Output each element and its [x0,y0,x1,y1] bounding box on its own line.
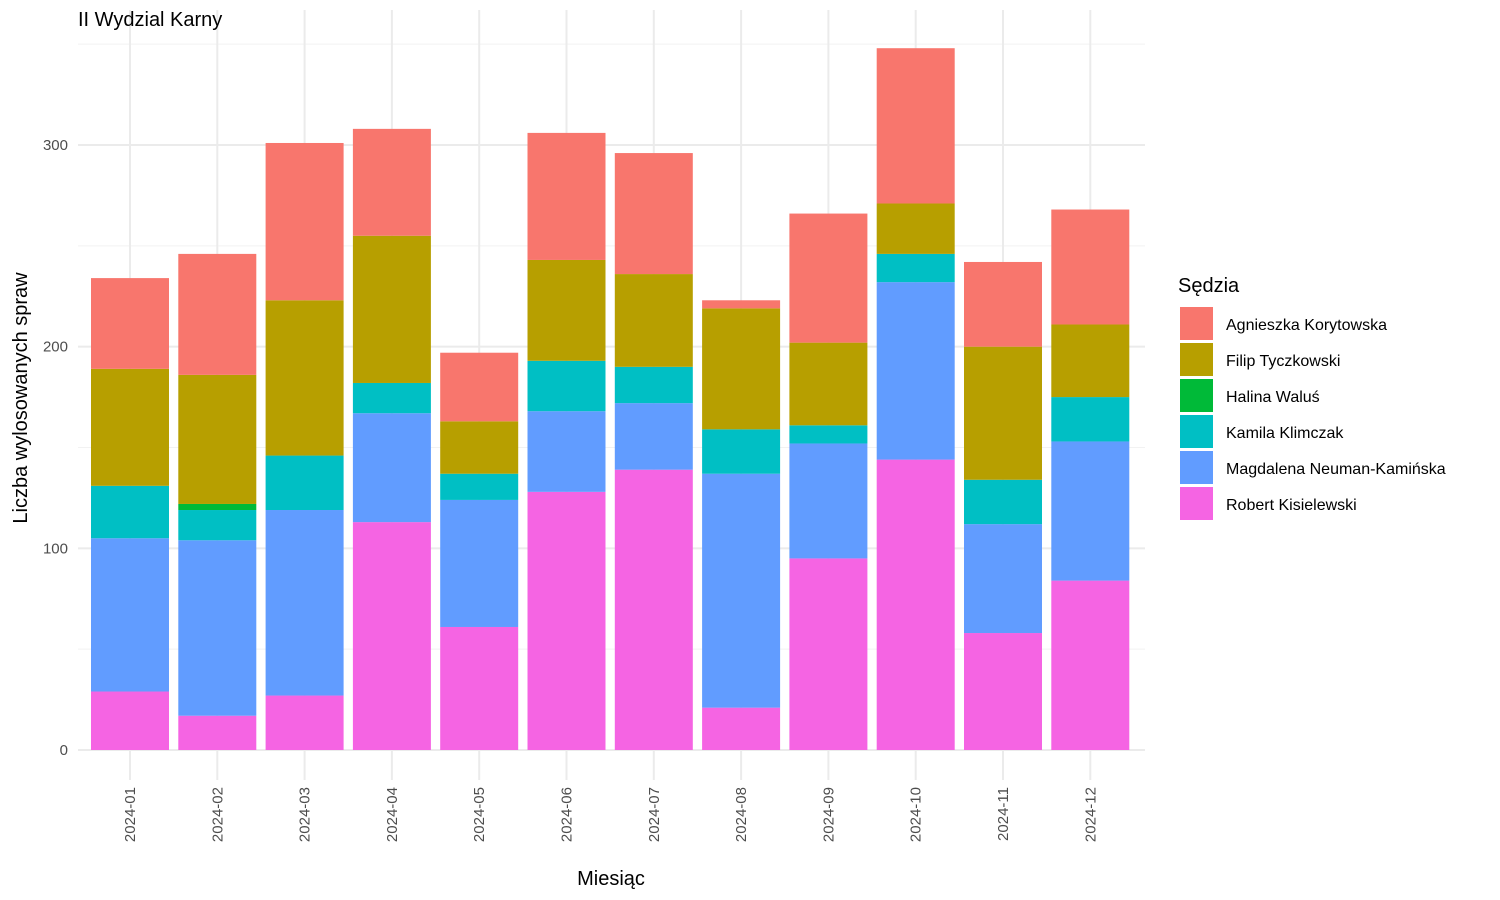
bar-segment [265,510,344,696]
chart-title: II Wydzial Karny [78,9,222,31]
bar-segment [876,48,955,204]
x-tick-label: 2024-01 [122,787,139,842]
legend-swatch [1180,379,1213,412]
x-tick-label: 2024-04 [384,787,401,842]
y-tick-label: 0 [60,742,68,759]
y-axis-ticks: 0 100 200 300 [43,137,68,759]
legend-swatch [1180,451,1213,484]
bars [91,48,1130,750]
x-tick-label: 2024-03 [297,787,314,842]
bar-segment [527,132,606,260]
bar-segment [964,479,1042,525]
bar-segment [614,403,693,470]
bar-segment [352,382,431,414]
bar-segment [440,626,519,750]
bar-segment [964,346,1042,480]
bar-segment [178,510,257,541]
bar-segment [440,473,519,500]
x-axis-ticks: 2024-01 2024-02 2024-03 2024-04 2024-05 2024-… [122,787,1099,842]
x-tick-label: 2024-02 [209,787,226,842]
legend-title: Sędzia [1178,275,1240,297]
legend-label: Halina Waluś [1226,389,1320,406]
x-tick-label: 2024-09 [820,787,837,842]
bar-segment [614,469,693,750]
x-tick-label: 2024-10 [908,787,925,842]
bar-segment [702,707,781,750]
bar-segment [614,153,693,275]
legend-swatch [1180,343,1213,376]
bar-segment [440,499,519,627]
legend-label: Filip Tyczkowski [1226,353,1340,370]
x-axis-title: Miesiąc [577,868,645,890]
bar-segment [440,421,519,474]
bar-segment [527,491,606,750]
bar-segment [964,633,1042,750]
bar-segment [178,540,257,716]
bar-segment [1051,441,1130,581]
bar-segment [352,413,431,523]
bar-segment [91,368,169,486]
bar-segment [265,142,344,301]
bar-segment [702,300,781,309]
x-tick-label: 2024-08 [733,787,750,842]
legend-label: Kamila Klimczak [1226,425,1344,442]
legend-label: Agnieszka Korytowska [1226,317,1387,334]
bar-segment [352,128,431,236]
x-tick-label: 2024-06 [559,787,576,842]
bar-segment [1051,580,1130,750]
bar-segment [964,261,1042,347]
legend-swatch [1180,307,1213,340]
bar-segment [178,503,257,511]
bar-segment [876,282,955,460]
bar-segment [91,278,169,369]
bar-segment [789,213,868,343]
bar-segment [178,374,257,504]
y-tick-label: 100 [43,540,68,557]
bar-segment [352,235,431,383]
bar-segment [440,352,519,422]
bar-segment [702,308,781,430]
bar-segment [614,274,693,367]
bar-segment [527,259,606,361]
legend: Sędzia Agnieszka Korytowska Filip Tyczkow… [1178,275,1446,520]
legend-label: Robert Kisielewski [1226,497,1357,514]
bar-segment [352,522,431,750]
bar-segment [876,459,955,750]
bar-segment [265,455,344,511]
legend-items: Agnieszka Korytowska Filip Tyczkowski Hali… [1180,307,1446,520]
legend-swatch [1180,415,1213,448]
bar-segment [789,443,868,559]
bar-segment [614,366,693,404]
x-tick-label: 2024-07 [646,787,663,842]
bar-segment [702,473,781,708]
bar-segment [789,425,868,444]
bar-segment [876,203,955,254]
bar-segment [265,300,344,456]
bar-segment [702,429,781,474]
bar-segment [527,411,606,492]
y-tick-label: 300 [43,137,68,154]
bar-segment [876,253,955,283]
x-tick-label: 2024-12 [1082,787,1099,842]
bar-segment [178,715,257,750]
bar-segment [1051,209,1130,325]
bar-segment [1051,324,1130,398]
bar-segment [527,360,606,412]
bar-segment [91,538,169,692]
bar-segment [964,524,1042,634]
bar-segment [178,253,257,375]
legend-swatch [1180,487,1213,520]
bar-segment [265,695,344,750]
bar-segment [91,691,169,750]
bar-segment [1051,397,1130,442]
x-tick-label: 2024-05 [471,787,488,842]
bar-segment [789,558,868,750]
y-axis-title: Liczba wylosowanych spraw [10,272,32,524]
bar-segment [789,342,868,426]
bar-segment [91,485,169,539]
x-tick-label: 2024-11 [995,787,1012,841]
legend-label: Magdalena Neuman-Kamińska [1226,461,1446,478]
y-tick-label: 200 [43,339,68,356]
